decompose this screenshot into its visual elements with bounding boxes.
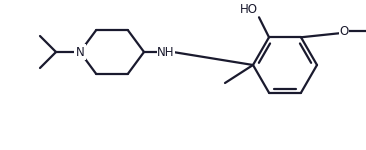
Text: O: O (339, 25, 349, 38)
Text: N: N (76, 45, 85, 58)
Text: HO: HO (240, 3, 258, 16)
Text: NH: NH (157, 45, 175, 58)
